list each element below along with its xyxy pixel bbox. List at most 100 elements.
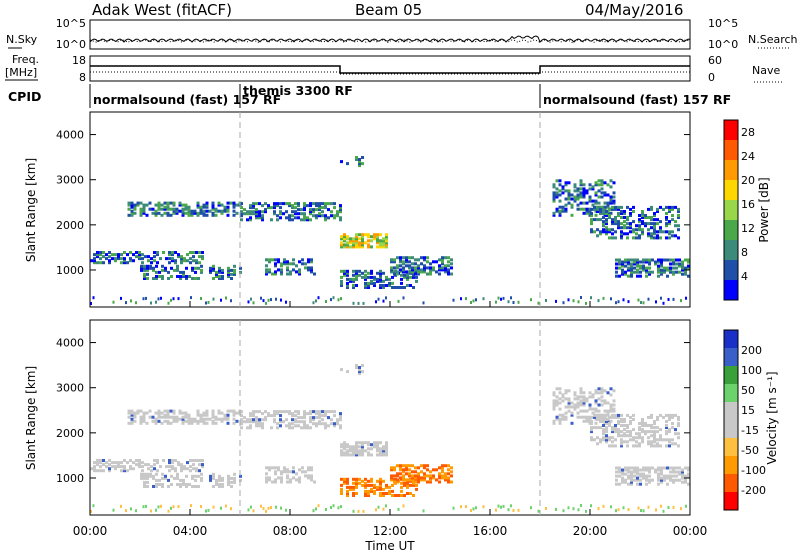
cpid-label-1: themis 3300 RF	[243, 83, 353, 98]
echo-cell	[179, 270, 182, 274]
echo-cell	[218, 474, 221, 478]
echo-cell	[340, 489, 343, 493]
echo-cell	[675, 466, 678, 470]
echo-cell	[632, 228, 635, 232]
echo-cell	[361, 447, 364, 451]
echo-cell	[629, 420, 632, 423]
echo-cell	[343, 237, 346, 241]
echo-cell	[579, 387, 583, 391]
echo-cell	[612, 407, 616, 411]
echo-cell	[158, 483, 161, 486]
echo-cell	[289, 270, 292, 274]
echo-cell	[605, 440, 608, 444]
echo-cell	[361, 443, 364, 447]
echo-cell	[394, 494, 397, 497]
echo-cell	[582, 415, 586, 419]
echo-cell	[114, 465, 117, 469]
echo-cell	[429, 262, 432, 266]
echo-cell	[223, 415, 227, 419]
echo-cell	[333, 410, 336, 414]
echo-cell	[146, 272, 149, 276]
echo-cell	[403, 275, 406, 279]
echo-cell	[220, 203, 224, 207]
echo-cell	[657, 466, 660, 470]
echo-cell	[600, 387, 604, 391]
echo-cell	[340, 241, 343, 245]
echo-cell	[171, 467, 174, 471]
echo-cell	[166, 201, 170, 205]
echo-cell	[644, 424, 647, 427]
echo-cell	[435, 260, 438, 264]
echo-cell	[614, 444, 617, 448]
echo-cell	[157, 203, 161, 207]
echo-cell	[211, 213, 215, 217]
echo-cell	[141, 261, 144, 265]
echo-cell	[681, 468, 684, 472]
echo-cell	[249, 204, 252, 208]
echo-cell	[669, 466, 672, 470]
echo-cell	[99, 251, 102, 254]
echo-cell	[321, 210, 324, 214]
echo-cell	[274, 472, 277, 476]
echo-cell	[602, 424, 605, 427]
echo-cell	[660, 470, 663, 474]
echo-cell	[285, 216, 288, 220]
echo-cell	[645, 474, 648, 478]
echo-cell	[633, 270, 636, 274]
echo-cell	[246, 426, 249, 430]
ground-scatter-cell	[422, 509, 425, 513]
echo-cell	[609, 387, 613, 391]
echo-cell	[185, 277, 188, 280]
echo-cell	[570, 203, 574, 207]
echo-cell	[127, 213, 131, 217]
echo-cell	[157, 415, 161, 419]
echo-cell	[330, 422, 333, 426]
echo-cell	[642, 260, 645, 264]
echo-cell	[636, 478, 639, 482]
echo-cell	[582, 191, 586, 195]
echo-cell	[408, 472, 411, 476]
echo-cell	[591, 185, 595, 189]
echo-cell	[352, 451, 355, 455]
ground-scatter-cell	[667, 506, 670, 509]
echo-cell	[606, 201, 610, 205]
echo-cell	[668, 428, 671, 432]
echo-cell	[182, 478, 185, 482]
echo-cell	[255, 416, 258, 420]
echo-cell	[379, 451, 382, 455]
echo-cell	[400, 494, 403, 497]
echo-cell	[671, 230, 674, 234]
echo-cell	[684, 266, 687, 270]
echo-cell	[283, 258, 286, 262]
echo-cell	[227, 268, 230, 272]
echo-cell	[361, 364, 364, 367]
echo-cell	[620, 418, 623, 421]
echo-cell	[627, 260, 630, 264]
ground-scatter-cell	[267, 506, 270, 510]
echo-cell	[279, 424, 282, 428]
xtick-label-2: 08:00	[273, 524, 308, 538]
echo-cell	[280, 472, 283, 476]
echo-cell	[191, 474, 194, 478]
echo-cell	[376, 245, 379, 249]
echo-cell	[93, 461, 96, 465]
echo-cell	[376, 479, 379, 483]
echo-cell	[292, 258, 295, 262]
echo-cell	[379, 243, 382, 247]
echo-cell	[209, 478, 212, 482]
ground-scatter-cell	[352, 509, 355, 513]
echo-cell	[246, 218, 249, 222]
echo-cell	[277, 476, 280, 480]
echo-cell	[333, 424, 336, 428]
echo-cell	[361, 441, 364, 445]
echo-cell	[639, 270, 642, 274]
ground-scatter-cell	[660, 296, 662, 300]
echo-cell	[232, 421, 236, 425]
echo-cell	[600, 399, 604, 403]
echo-cell	[603, 401, 607, 405]
echo-cell	[239, 474, 242, 478]
echo-cell	[379, 477, 382, 481]
echo-cell	[593, 413, 596, 417]
echo-cell	[367, 286, 370, 289]
echo-cell	[641, 428, 644, 432]
